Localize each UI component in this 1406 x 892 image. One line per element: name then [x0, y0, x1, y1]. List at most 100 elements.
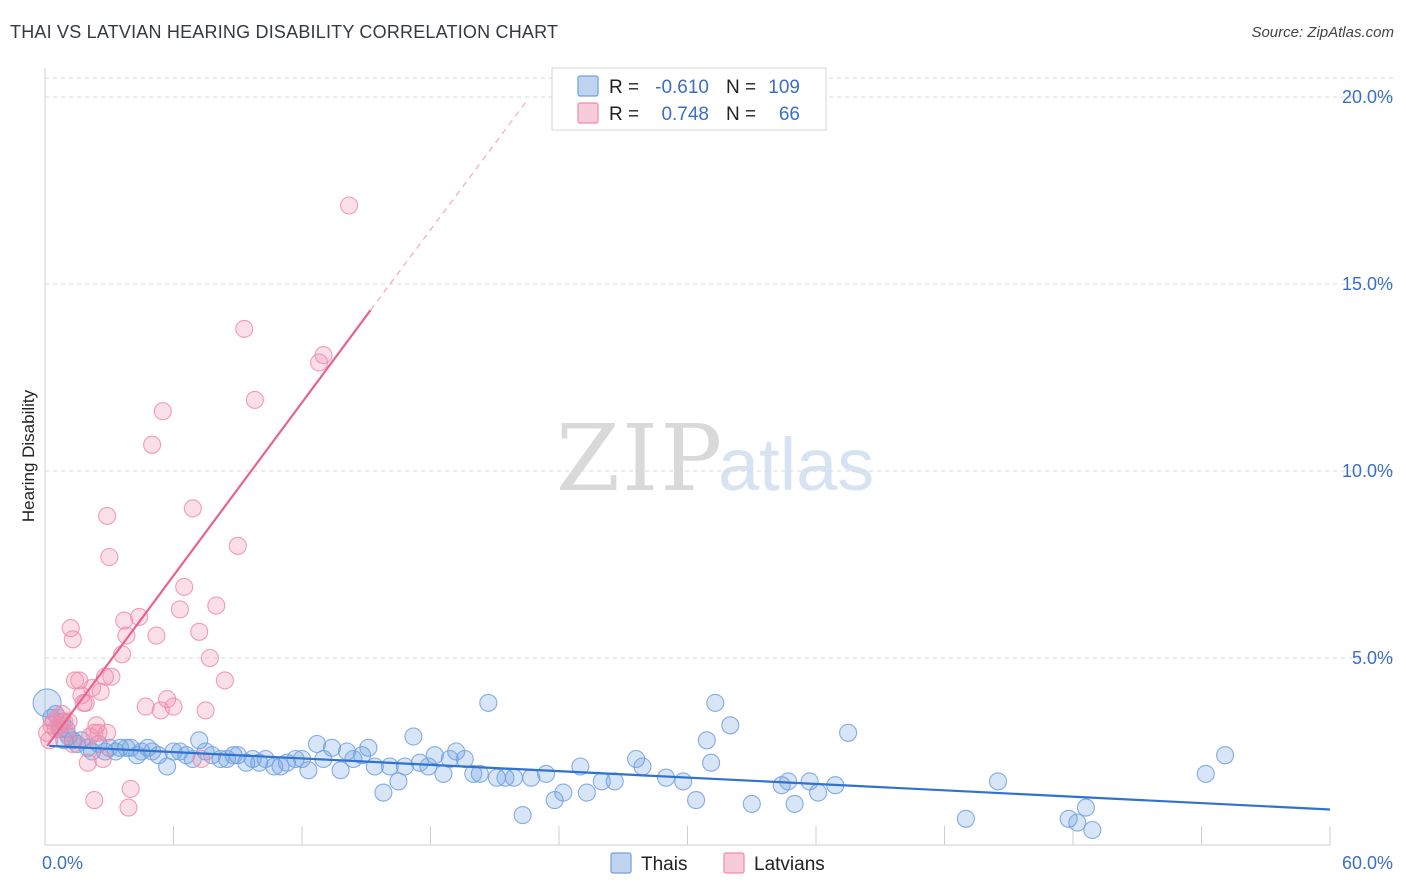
stats-r-value-latvians: 0.748 [661, 104, 709, 125]
y-tick-label: 15.0% [1342, 274, 1393, 294]
point-thais [571, 757, 590, 776]
point-thais [809, 783, 828, 802]
point-latvians [61, 619, 80, 638]
point-latvians [245, 390, 264, 409]
y-tick-labels: 5.0% 10.0% 15.0% 20.0% [1342, 87, 1393, 668]
point-latvians [314, 346, 333, 365]
watermark: ZIP atlas [556, 405, 874, 512]
point-thais [702, 753, 721, 772]
series-legend: Thais Latvians [610, 852, 825, 875]
point-thais [464, 764, 483, 783]
point-thais [440, 749, 459, 769]
point-latvians [158, 690, 177, 709]
chart-source: Source: ZipAtlas.com [1251, 24, 1394, 41]
point-thais [522, 768, 541, 787]
point-latvians [215, 671, 234, 690]
point-thais [721, 716, 740, 735]
legend-swatch-thais [610, 852, 632, 874]
point-thais [359, 738, 378, 757]
point-thais [697, 731, 716, 750]
point-latvians [102, 667, 121, 686]
stats-legend: R = -0.610 N = 109 R = 0.748 N = 66 [551, 67, 827, 131]
point-thais [470, 764, 489, 783]
point-thais [389, 772, 408, 791]
point-thais [395, 757, 414, 776]
point-latvians [190, 622, 209, 641]
point-thais [425, 746, 444, 765]
point-latvians [207, 596, 226, 615]
point-thais [455, 749, 474, 769]
point-thais [956, 809, 975, 828]
point-latvians [340, 196, 359, 215]
point-latvians [200, 648, 219, 668]
point-thais [687, 791, 706, 810]
point-thais [352, 746, 372, 765]
stats-r-label-latvians: R = [609, 104, 639, 125]
point-latvians [164, 697, 183, 716]
watermark-zip: ZIP [556, 405, 724, 512]
legend-label-latvians: Latvians [754, 854, 825, 875]
point-latvians [196, 701, 215, 720]
point-thais [110, 738, 130, 757]
point-latvians [87, 716, 106, 735]
point-thais [1076, 798, 1095, 817]
point-thais [1196, 764, 1215, 783]
point-latvians [85, 791, 104, 810]
legend-label-thais: Thais [641, 854, 687, 875]
point-latvians [183, 499, 202, 518]
y-axis-title: Hearing Disability [19, 389, 38, 522]
grid-lines [45, 77, 1393, 659]
legend-swatch-latvians [723, 852, 745, 874]
stats-n-value-thais: 109 [768, 77, 800, 98]
point-thais [513, 806, 532, 825]
y-tick-label: 10.0% [1342, 461, 1393, 481]
stats-swatch-latvians [577, 102, 599, 124]
stats-n-label-thais: N = [726, 77, 756, 98]
point-latvians [63, 630, 82, 649]
point-latvians [153, 402, 172, 421]
point-latvians [143, 435, 162, 454]
series-latvians-points [38, 196, 359, 817]
point-thais [190, 731, 209, 750]
point-latvians [63, 734, 82, 754]
point-thais [605, 772, 624, 791]
point-thais [404, 727, 423, 746]
point-latvians [192, 749, 211, 769]
point-latvians [78, 753, 97, 772]
point-thais [988, 772, 1008, 791]
point-latvians [170, 600, 189, 619]
stats-n-label-latvians: N = [726, 104, 756, 125]
point-thais [839, 723, 858, 742]
axes [44, 68, 1331, 846]
point-latvians [65, 671, 85, 690]
stats-r-value-thais: -0.610 [655, 77, 709, 98]
stats-swatch-thais [577, 75, 599, 97]
point-thais [537, 764, 556, 783]
point-thais [504, 768, 524, 787]
y-tick-label: 5.0% [1352, 648, 1393, 668]
point-latvians [98, 506, 117, 525]
point-latvians [119, 798, 138, 817]
point-thais [158, 757, 177, 776]
point-thais [742, 794, 761, 813]
watermark-atlas: atlas [718, 423, 874, 506]
trend-line-latvians [46, 309, 372, 747]
point-thais [627, 749, 646, 769]
y-tick-label: 20.0% [1342, 87, 1393, 107]
point-thais [577, 783, 596, 802]
x-tick-label: 60.0% [1342, 853, 1393, 873]
point-latvians [115, 611, 134, 630]
point-thais [322, 738, 342, 757]
point-thais [374, 783, 393, 802]
point-latvians [121, 779, 140, 798]
point-latvians [117, 626, 136, 645]
point-thais [344, 749, 363, 769]
point-latvians [147, 626, 166, 645]
point-latvians [235, 319, 254, 338]
point-thais [1059, 809, 1078, 828]
stats-n-value-latvians: 66 [779, 104, 800, 125]
point-thais [554, 783, 573, 802]
point-thais [307, 734, 327, 754]
point-thais [1068, 813, 1087, 832]
